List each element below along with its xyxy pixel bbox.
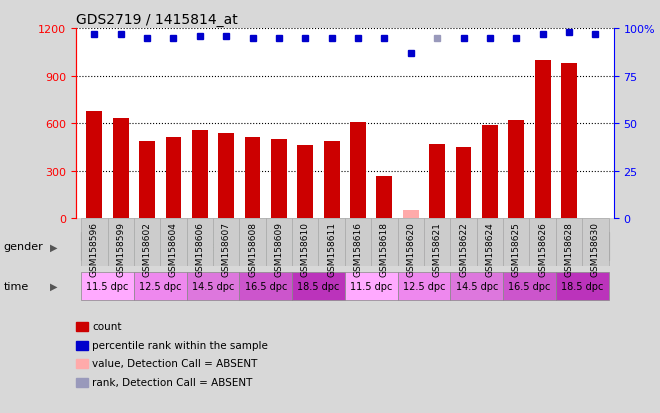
Bar	[187, 272, 240, 300]
Bar	[298, 146, 314, 219]
Bar	[455, 147, 471, 219]
Bar	[556, 219, 582, 266]
Bar	[376, 176, 392, 219]
Text: GSM158628: GSM158628	[564, 221, 574, 276]
Bar	[192, 130, 208, 219]
Text: GSM158607: GSM158607	[222, 221, 231, 276]
Bar	[350, 122, 366, 219]
Bar	[503, 272, 556, 300]
Bar	[535, 61, 550, 219]
Bar	[450, 219, 477, 266]
Text: GSM158618: GSM158618	[380, 221, 389, 276]
Text: gender: gender	[3, 242, 43, 252]
Bar	[187, 219, 213, 266]
Bar	[529, 219, 556, 266]
Text: GSM158616: GSM158616	[354, 221, 362, 276]
Text: 14.5 dpc: 14.5 dpc	[192, 281, 234, 291]
Bar	[134, 272, 187, 300]
Text: GSM158599: GSM158599	[116, 221, 125, 276]
Text: 11.5 dpc: 11.5 dpc	[86, 281, 129, 291]
Bar	[81, 219, 108, 266]
Text: 18.5 dpc: 18.5 dpc	[297, 281, 340, 291]
Text: GDS2719 / 1415814_at: GDS2719 / 1415814_at	[76, 12, 238, 26]
Text: GSM158604: GSM158604	[169, 221, 178, 276]
Text: count: count	[92, 321, 122, 331]
Text: 16.5 dpc: 16.5 dpc	[508, 281, 550, 291]
Text: value, Detection Call = ABSENT: value, Detection Call = ABSENT	[92, 358, 258, 368]
Text: GSM158608: GSM158608	[248, 221, 257, 276]
Bar	[271, 140, 287, 219]
Bar	[556, 272, 609, 300]
Text: GSM158610: GSM158610	[301, 221, 310, 276]
Bar	[292, 219, 319, 266]
Bar	[424, 219, 450, 266]
Bar	[81, 233, 345, 261]
Text: GSM158602: GSM158602	[143, 221, 152, 276]
Bar	[86, 111, 102, 219]
Bar	[213, 219, 240, 266]
Bar	[319, 219, 345, 266]
Bar	[166, 138, 182, 219]
Bar	[139, 141, 155, 219]
Text: GSM158609: GSM158609	[275, 221, 283, 276]
Bar	[582, 219, 609, 266]
Bar	[345, 219, 371, 266]
Bar	[218, 133, 234, 219]
Text: female: female	[455, 240, 498, 253]
Bar	[508, 121, 524, 219]
Bar	[292, 272, 345, 300]
Text: 16.5 dpc: 16.5 dpc	[245, 281, 287, 291]
Text: ▶: ▶	[50, 281, 57, 291]
Bar	[403, 211, 418, 219]
Bar	[240, 272, 292, 300]
Bar	[561, 64, 577, 219]
Text: ▶: ▶	[50, 242, 57, 252]
Bar	[245, 138, 261, 219]
Text: GSM158621: GSM158621	[433, 221, 442, 276]
Text: GSM158625: GSM158625	[512, 221, 521, 276]
Text: 11.5 dpc: 11.5 dpc	[350, 281, 393, 291]
Text: GSM158626: GSM158626	[538, 221, 547, 276]
Bar	[160, 219, 187, 266]
Bar	[134, 219, 160, 266]
Bar	[482, 126, 498, 219]
Bar	[397, 272, 450, 300]
Text: GSM158606: GSM158606	[195, 221, 205, 276]
Bar	[345, 233, 609, 261]
Text: GSM158624: GSM158624	[485, 221, 494, 276]
Text: rank, Detection Call = ABSENT: rank, Detection Call = ABSENT	[92, 377, 253, 387]
Text: time: time	[3, 281, 28, 291]
Bar	[477, 219, 503, 266]
Text: 14.5 dpc: 14.5 dpc	[455, 281, 498, 291]
Bar	[324, 141, 340, 219]
Bar	[108, 219, 134, 266]
Bar	[266, 219, 292, 266]
Bar	[113, 119, 129, 219]
Text: 18.5 dpc: 18.5 dpc	[561, 281, 603, 291]
Bar	[345, 272, 397, 300]
Text: male: male	[197, 240, 228, 253]
Text: GSM158630: GSM158630	[591, 221, 600, 276]
Bar	[503, 219, 529, 266]
Bar	[450, 272, 503, 300]
Bar	[371, 219, 397, 266]
Text: GSM158611: GSM158611	[327, 221, 336, 276]
Bar	[240, 219, 266, 266]
Text: 12.5 dpc: 12.5 dpc	[403, 281, 446, 291]
Bar	[429, 145, 445, 219]
Text: percentile rank within the sample: percentile rank within the sample	[92, 340, 268, 350]
Text: 12.5 dpc: 12.5 dpc	[139, 281, 182, 291]
Bar	[397, 219, 424, 266]
Bar	[81, 272, 134, 300]
Text: GSM158620: GSM158620	[407, 221, 415, 276]
Text: GSM158622: GSM158622	[459, 221, 468, 276]
Text: GSM158596: GSM158596	[90, 221, 99, 276]
